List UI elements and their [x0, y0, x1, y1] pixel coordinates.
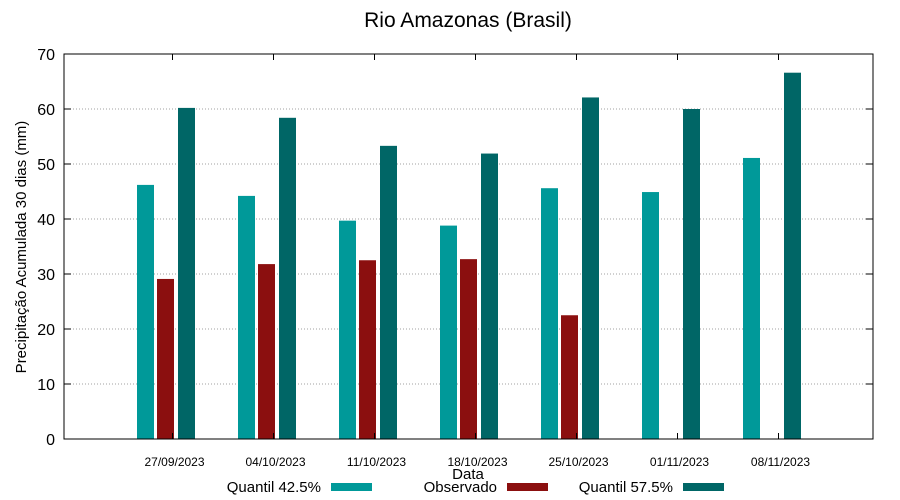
- bar: [784, 72, 801, 439]
- bar: [359, 260, 376, 439]
- x-tick-label: 11/10/2023: [347, 455, 406, 469]
- plot-frame: [63, 53, 874, 440]
- x-tick-label: 18/10/2023: [447, 455, 507, 469]
- bar: [157, 278, 174, 439]
- legend-label: Quantil 57.5%: [579, 479, 673, 496]
- bar: [137, 184, 154, 439]
- bar: [178, 107, 195, 440]
- legend-label: Quantil 42.5%: [227, 479, 321, 496]
- y-tick-label: 0: [46, 432, 55, 449]
- bars: [137, 72, 801, 440]
- legend-swatch: [683, 483, 724, 491]
- x-tick-label: 04/10/2023: [245, 455, 305, 469]
- x-tick-label: 27/09/2023: [144, 455, 204, 469]
- bar: [561, 315, 578, 439]
- y-tick-label: 20: [37, 322, 55, 339]
- y-axis-label: Precipitação Acumulada 30 dias (mm): [13, 121, 30, 374]
- legend-swatch: [331, 483, 372, 491]
- bar: [481, 153, 498, 440]
- bar: [440, 225, 457, 439]
- legend-label: Observado: [424, 479, 497, 496]
- y-tick-label: 70: [37, 47, 55, 64]
- chart-title: Rio Amazonas (Brasil): [364, 9, 572, 32]
- x-axis-label: Data: [452, 466, 484, 483]
- bar: [582, 97, 599, 439]
- bar: [258, 264, 275, 439]
- y-tick-label: 30: [37, 267, 55, 284]
- bar: [541, 188, 558, 439]
- legend: Quantil 42.5% Observado Quantil 57.5%: [227, 479, 724, 496]
- y-tick-label: 10: [37, 377, 55, 394]
- x-tick-label: 01/11/2023: [650, 455, 709, 469]
- y-tick-label: 60: [37, 102, 55, 119]
- bar: [683, 109, 700, 439]
- legend-swatch: [507, 483, 548, 491]
- y-tick-label: 50: [37, 157, 55, 174]
- x-tick-label: 25/10/2023: [548, 455, 608, 469]
- bar: [279, 117, 296, 440]
- bar: [238, 195, 255, 439]
- bar: [460, 259, 477, 439]
- bar: [642, 192, 659, 439]
- axes: 0 10 20 30 40 50 60 70 27/09/2023 04/10/2023 11/10…: [37, 47, 873, 469]
- bar: [380, 145, 397, 439]
- y-tick-label: 40: [37, 212, 55, 229]
- bar: [339, 220, 356, 439]
- x-tick-label: 08/11/2023: [751, 455, 810, 469]
- bar: [743, 157, 760, 439]
